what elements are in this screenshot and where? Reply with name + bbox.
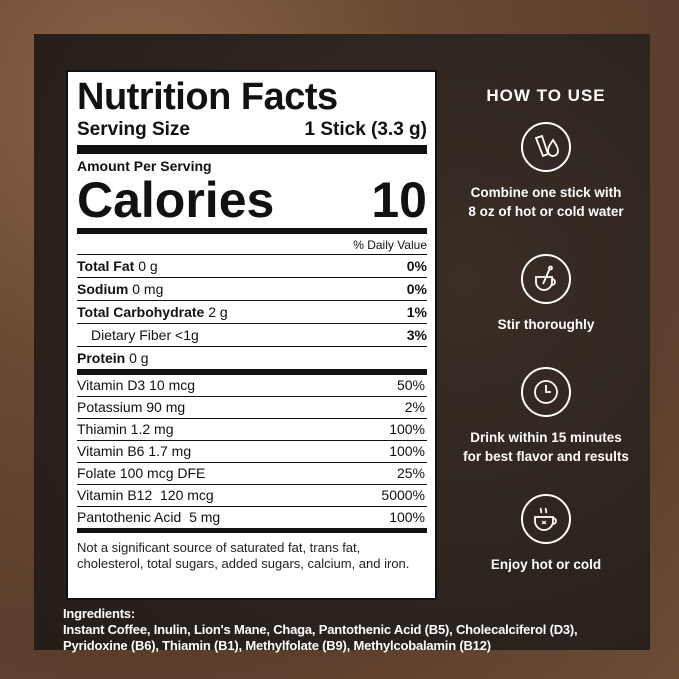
step: Enjoy hot or cold <box>456 494 636 574</box>
vitamin-row: Vitamin B12 120 mcg 5000% <box>77 485 427 507</box>
ingredients-line: Instant Coffee, Inulin, Lion's Mane, Cha… <box>63 622 578 637</box>
hot-cup-icon <box>521 494 571 544</box>
step: Combine one stick with 8 oz of hot or col… <box>456 122 636 221</box>
ingredients-heading: Ingredients: <box>63 606 135 621</box>
serving-size-row: Serving Size 1 Stick (3.3 g) <box>77 118 427 154</box>
nutrient-row: Protein 0 g <box>77 347 427 375</box>
vitamin-name: Folate 100 mcg DFE <box>77 465 206 481</box>
panel-title: Nutrition Facts <box>77 76 338 118</box>
nutrient-name: Total Carbohydrate <box>77 304 205 320</box>
daily-value-header: % Daily Value <box>77 234 427 255</box>
serving-size-label: Serving Size <box>77 119 190 140</box>
vitamin-dv: 2% <box>404 399 425 415</box>
vitamin-row: Pantothenic Acid 5 mg 100% <box>77 507 427 533</box>
ingredients: Ingredients: Instant Coffee, Inulin, Lio… <box>63 606 578 654</box>
calories-value: 10 <box>371 172 427 228</box>
ingredients-line: Pyridoxine (B6), Thiamin (B1), Methylfol… <box>63 638 491 653</box>
step: Stir thoroughly <box>456 254 636 334</box>
nutrient-row: Dietary Fiber <1g 3% <box>77 324 427 347</box>
nutrient-row: Total Carbohydrate 2 g 1% <box>77 301 427 324</box>
step-text: Stir thoroughly <box>497 317 595 332</box>
vitamin-name: Vitamin B12 120 mcg <box>77 487 214 503</box>
vitamin-dv: 25% <box>396 465 425 481</box>
step: Drink within 15 minutes for best flavor a… <box>456 367 636 466</box>
vitamin-dv: 100% <box>389 509 425 525</box>
nutrient-name: Sodium <box>77 281 129 297</box>
vitamin-row: Vitamin D3 10 mcg 50% <box>77 375 427 397</box>
vitamin-name: Vitamin B6 1.7 mg <box>77 443 192 459</box>
vitamin-row: Thiamin 1.2 mg 100% <box>77 419 427 441</box>
vitamin-name: Pantothenic Acid 5 mg <box>77 509 221 525</box>
nutrient-row: Total Fat 0 g 0% <box>77 255 427 278</box>
vitamin-dv: 100% <box>389 443 425 459</box>
nutrient-amount: <1g <box>175 327 199 343</box>
nutrient-dv: 0% <box>406 258 427 274</box>
clock-icon <box>521 367 571 417</box>
vitamin-dv: 50% <box>396 377 425 393</box>
cup-with-spoon-icon <box>521 254 571 304</box>
step-text: Enjoy hot or cold <box>490 557 602 572</box>
nutrient-amount: 0 g <box>138 258 158 274</box>
vitamin-row: Potassium 90 mg 2% <box>77 397 427 419</box>
serving-size-value: 1 Stick (3.3 g) <box>304 119 428 140</box>
vitamin-row: Vitamin B6 1.7 mg 100% <box>77 441 427 463</box>
vitamin-dv: 5000% <box>381 487 425 503</box>
nutrient-dv: 1% <box>406 304 427 320</box>
nutrient-row: Sodium 0 mg 0% <box>77 278 427 301</box>
footnote: Not a significant source of saturated fa… <box>77 540 410 571</box>
nutrient-amount: 2 g <box>208 304 228 320</box>
nutrient-name: Dietary Fiber <box>91 327 172 343</box>
amount-per-serving: Amount Per Serving <box>77 158 212 174</box>
step-text: for best flavor and results <box>463 449 629 464</box>
how-to-use-title: HOW TO USE <box>486 86 606 105</box>
step-text: 8 oz of hot or cold water <box>468 204 624 219</box>
calories-row: Calories 10 <box>77 174 427 234</box>
vitamin-row: Folate 100 mcg DFE 25% <box>77 463 427 485</box>
nutrition-facts-panel: Nutrition Facts Serving Size 1 Stick (3.… <box>66 70 437 600</box>
nutrient-name: Protein <box>77 350 126 366</box>
nutrient-name: Total Fat <box>77 258 135 274</box>
vitamin-name: Potassium 90 mg <box>77 399 186 415</box>
step-text: Combine one stick with <box>470 185 622 200</box>
nutrient-amount: 0 g <box>129 350 149 366</box>
nutrient-dv: 0% <box>406 281 427 297</box>
vitamin-name: Thiamin 1.2 mg <box>77 421 174 437</box>
stick-and-water-drop-icon <box>521 122 571 172</box>
nutrient-dv: 3% <box>406 327 427 343</box>
how-to-use-section: HOW TO USE Combine one stick with 8 oz of… <box>456 86 636 574</box>
step-text: Drink within 15 minutes <box>470 430 622 445</box>
vitamin-dv: 100% <box>389 421 425 437</box>
nutrient-amount: 0 mg <box>132 281 164 297</box>
vitamin-name: Vitamin D3 10 mcg <box>77 377 196 393</box>
calories-label: Calories <box>77 172 275 228</box>
